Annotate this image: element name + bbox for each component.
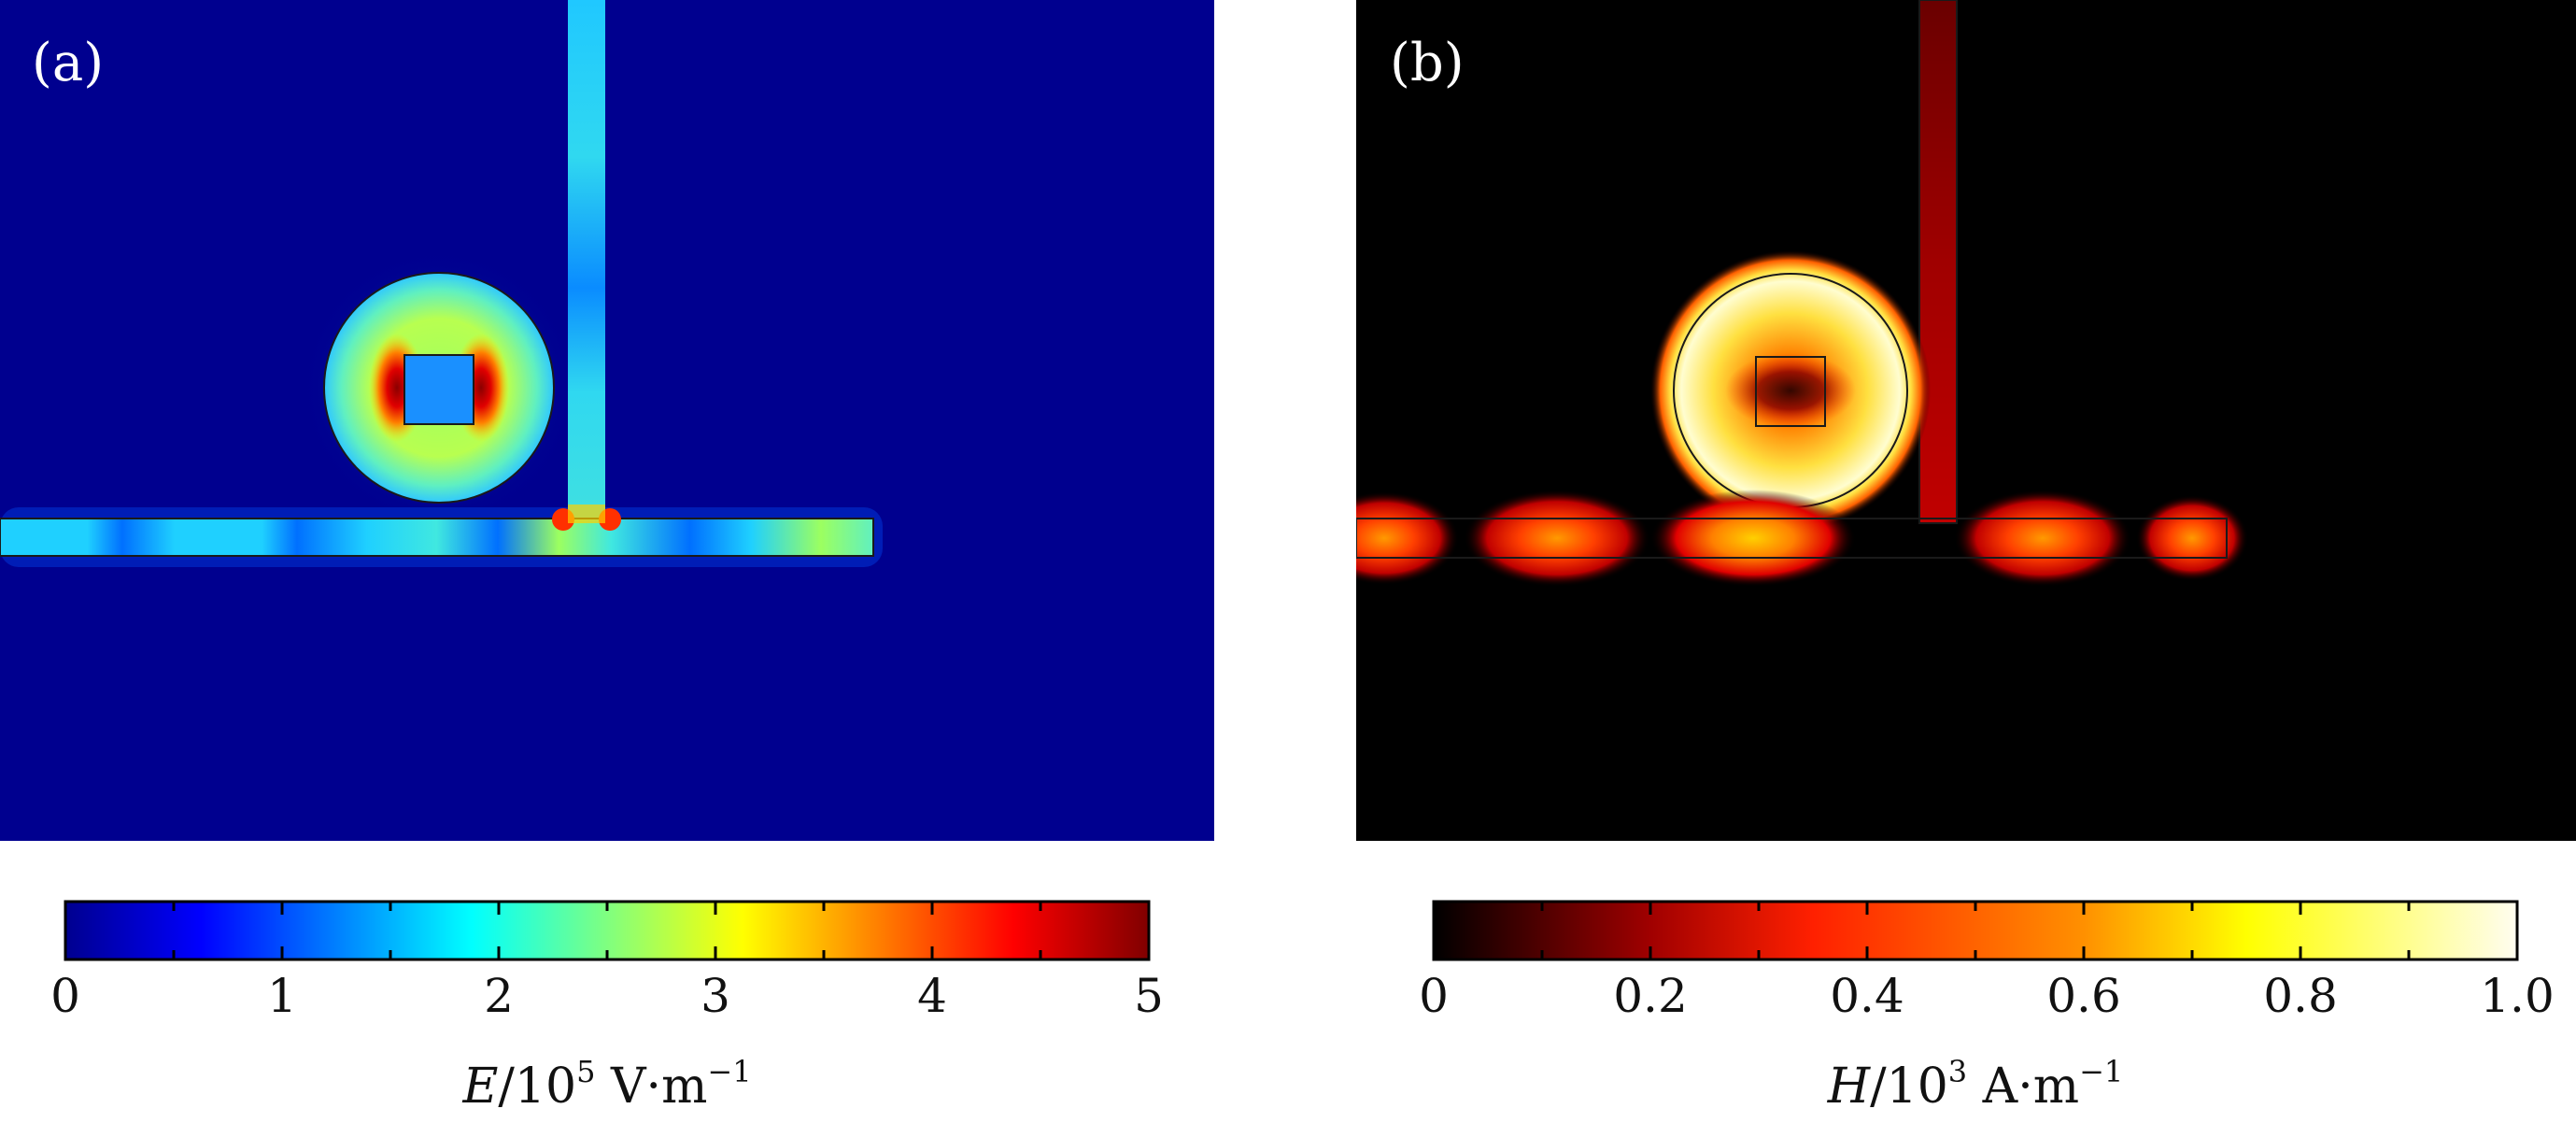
colorbar-tick-label: 0.6 <box>2046 969 2121 1023</box>
colorbar-tick-label: 0.2 <box>1613 969 1688 1023</box>
horizontal-waveguide <box>0 518 874 557</box>
colorbar-title-b: H/103 A·m−1 <box>1827 1054 2124 1115</box>
square-defect-b <box>1755 356 1826 427</box>
colorbar-tick-label: 0 <box>1419 969 1449 1023</box>
colorbar-b: 0 0.2 0.4 0.6 0.8 1.0 <box>1419 900 2555 1023</box>
colorbar-tick-label: 0.8 <box>2263 969 2338 1023</box>
field-map-a: (a) <box>0 0 1214 841</box>
colorbar-tick-label: 1.0 <box>2480 969 2555 1023</box>
colorbar-tick-label: 2 <box>484 969 514 1023</box>
magnetic-field-plot: (b) <box>1356 0 2576 841</box>
field-map-b: (b) <box>1356 0 2576 841</box>
vertical-waveguide <box>568 0 605 523</box>
colorbar-title-a: E/105 V·m−1 <box>462 1054 752 1115</box>
vertical-waveguide-b <box>1918 0 1958 524</box>
colorbar-a: 0 1 2 3 4 5 <box>50 900 1164 1023</box>
colorbar-tick-label: 5 <box>1134 969 1164 1023</box>
electric-field-plot: (a) <box>0 0 1214 841</box>
colorbar-tick-label: 0.4 <box>1830 969 1904 1023</box>
colorbar-tick-label: 0 <box>50 969 80 1023</box>
panel-label-a: (a) <box>32 33 104 93</box>
colorbar-ticks-a: 0 1 2 3 4 5 <box>50 902 1164 1023</box>
colorbar-ticks-b: 0 0.2 0.4 0.6 0.8 1.0 <box>1419 902 2555 1023</box>
colorbar-tick-label: 1 <box>267 969 297 1023</box>
colorbar-tick-label: 3 <box>701 969 730 1023</box>
square-defect <box>403 354 474 425</box>
horizontal-waveguide-b <box>1356 518 2228 559</box>
colorbar-tick-label: 4 <box>917 969 947 1023</box>
panel-label-b: (b) <box>1390 33 1465 93</box>
